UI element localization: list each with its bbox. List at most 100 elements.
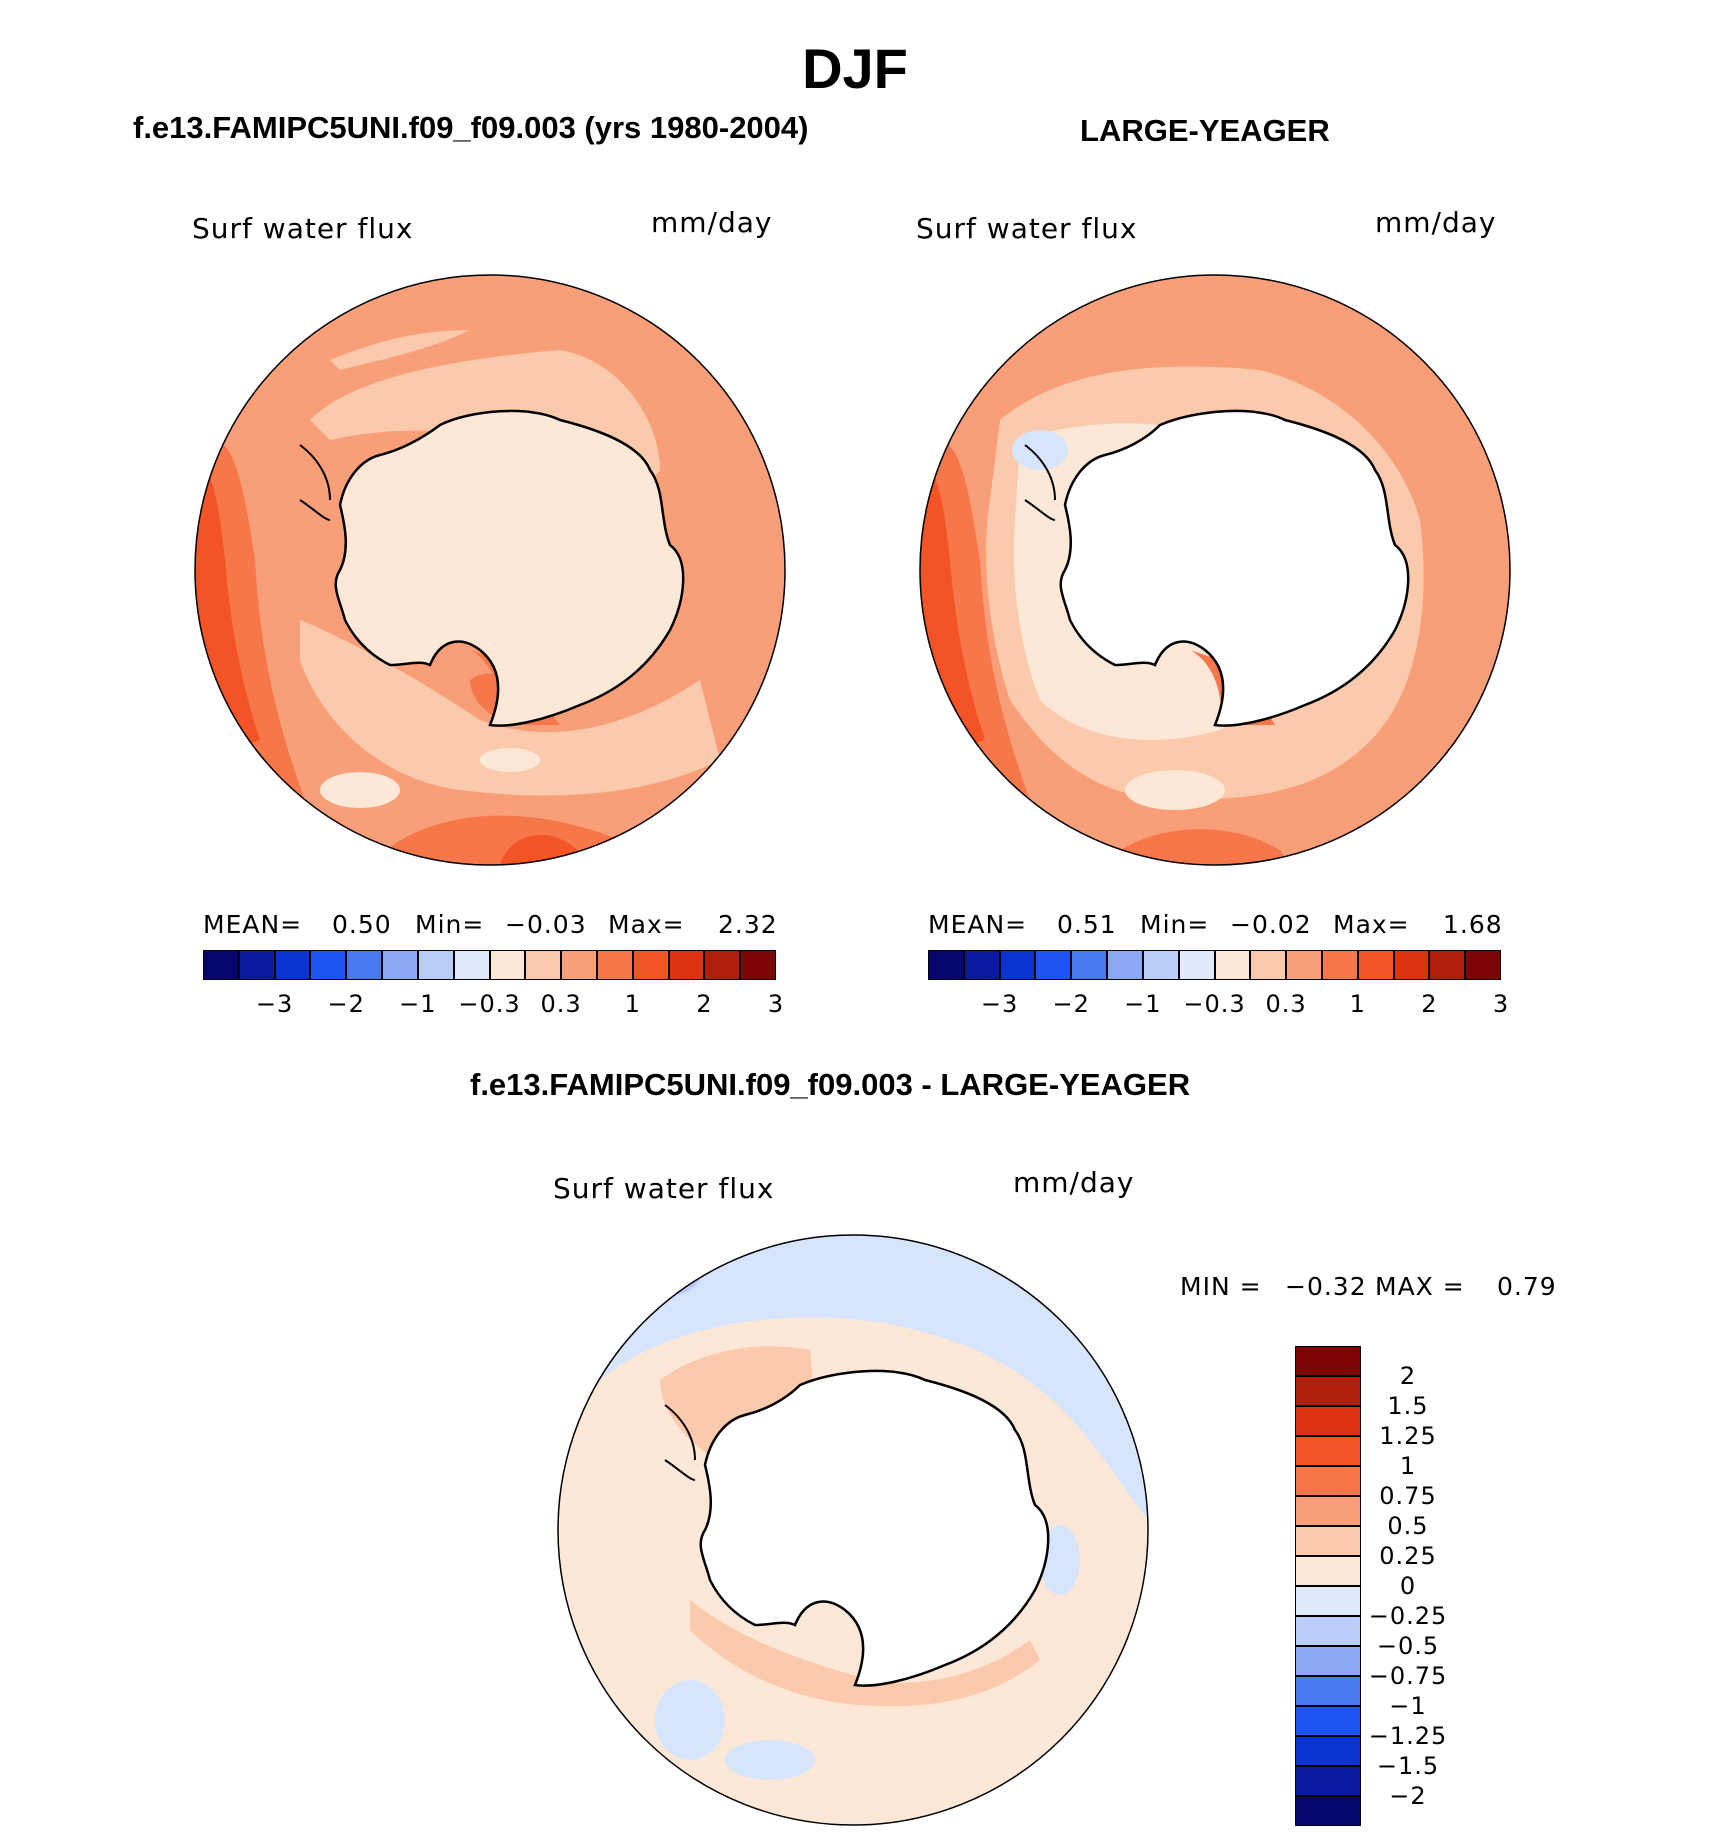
- colorbar-swatch: [1214, 950, 1251, 980]
- left-map: [195, 275, 785, 865]
- colorbar-swatch: [525, 950, 562, 980]
- colorbar-tick-label: −1: [399, 990, 437, 1018]
- right-units-label: mm/day: [1375, 206, 1497, 239]
- diff-panel-header: f.e13.FAMIPC5UNI.f09_f09.003 - LARGE-YEA…: [470, 1067, 1191, 1102]
- colorbar-swatch: [928, 950, 964, 980]
- colorbar-swatch: [453, 950, 490, 980]
- diff-max-label: MAX =: [1375, 1272, 1465, 1301]
- colorbar-tick-label: −0.5: [1376, 1632, 1440, 1660]
- colorbar-tick-label: 0.5: [1387, 1512, 1429, 1540]
- left-min-label: Min=: [415, 910, 485, 939]
- left-panel-header: f.e13.FAMIPC5UNI.f09_f09.003 (yrs 1980-2…: [133, 110, 809, 145]
- colorbar-swatch: [561, 950, 597, 980]
- left-max-value: 2.32: [718, 910, 778, 939]
- page-title: DJF: [802, 37, 908, 100]
- left-min-value: −0.03: [505, 910, 587, 939]
- colorbar-tick-label: 3: [767, 990, 785, 1018]
- colorbar-swatch: [1357, 950, 1394, 980]
- diff-min-label: MIN =: [1180, 1272, 1262, 1301]
- right-mean-value: 0.51: [1057, 910, 1117, 939]
- colorbar-swatch: [1035, 950, 1072, 980]
- colorbar-swatch: [1286, 950, 1322, 980]
- colorbar-swatch: [1295, 1676, 1361, 1706]
- right-max-label: Max=: [1333, 910, 1410, 939]
- colorbar-tick-label: 1.5: [1387, 1392, 1429, 1420]
- colorbar-tick-label: −1.25: [1368, 1722, 1448, 1750]
- colorbar-tick-label: −0.25: [1368, 1602, 1448, 1630]
- colorbar-swatch: [999, 950, 1036, 980]
- colorbar-tick-label: −2: [1389, 1782, 1427, 1810]
- colorbar-tick-label: −1.5: [1376, 1752, 1440, 1780]
- left-colorbar: −3 −2 −1 −0.3 0.3 1 2 3: [203, 950, 783, 1018]
- colorbar-tick-label: −1: [1389, 1692, 1427, 1720]
- colorbar-tick-label: −0.3: [458, 990, 521, 1018]
- diff-colorbar: 2 1.5 1.25 1 0.75 0.5 0.25 0 −0.25 −0.5 −0.75 −1 −1.…: [1295, 1346, 1446, 1826]
- colorbar-swatch: [1295, 1796, 1361, 1826]
- colorbar-swatch: [963, 950, 1000, 980]
- colorbar-tick-label: 1.25: [1379, 1422, 1437, 1450]
- diff-variable-label: Surf water flux: [553, 1172, 775, 1205]
- colorbar-swatch: [1295, 1436, 1361, 1466]
- colorbar-tick-label: 0.75: [1379, 1482, 1437, 1510]
- right-colorbar: −3 −2 −1 −0.3 0.3 1 2 3: [928, 950, 1508, 1018]
- colorbar-tick-label: −0.75: [1368, 1662, 1448, 1690]
- colorbar-tick-label: 2: [1399, 1362, 1417, 1390]
- colorbar-swatch: [1295, 1586, 1361, 1616]
- colorbar-tick-label: −1: [1124, 990, 1162, 1018]
- colorbar-swatch: [238, 950, 275, 980]
- colorbar-swatch: [1465, 950, 1501, 980]
- colorbar-swatch: [668, 950, 705, 980]
- colorbar-tick-label: −3: [255, 990, 294, 1018]
- right-max-value: 1.68: [1443, 910, 1503, 939]
- colorbar-swatch: [1295, 1406, 1361, 1436]
- colorbar-swatch: [1295, 1466, 1361, 1496]
- colorbar-tick-label: 0.3: [1265, 990, 1307, 1018]
- colorbar-swatch: [1295, 1706, 1361, 1736]
- colorbar-swatch: [1295, 1616, 1361, 1646]
- colorbar-swatch: [1295, 1496, 1361, 1526]
- right-map: [920, 275, 1510, 865]
- colorbar-swatch: [1295, 1766, 1361, 1796]
- colorbar-swatch: [417, 950, 454, 980]
- right-panel-header: LARGE-YEAGER: [1080, 113, 1330, 148]
- left-mean-label: MEAN=: [203, 910, 303, 939]
- colorbar-swatch: [1142, 950, 1179, 980]
- colorbar-swatch: [632, 950, 669, 980]
- colorbar-tick-label: −3: [980, 990, 1019, 1018]
- diff-max-value: 0.79: [1497, 1272, 1557, 1301]
- left-variable-label: Surf water flux: [192, 212, 414, 245]
- colorbar-tick-label: 0.25: [1379, 1542, 1437, 1570]
- left-max-label: Max=: [608, 910, 685, 939]
- colorbar-swatch: [596, 950, 633, 980]
- colorbar-swatch: [740, 950, 776, 980]
- colorbar-swatch: [1295, 1736, 1361, 1766]
- colorbar-swatch: [1071, 950, 1108, 980]
- colorbar-swatch: [382, 950, 418, 980]
- colorbar-swatch: [346, 950, 383, 980]
- right-min-label: Min=: [1140, 910, 1210, 939]
- colorbar-swatch: [1295, 1556, 1361, 1586]
- colorbar-swatch: [704, 950, 741, 980]
- colorbar-swatch: [489, 950, 526, 980]
- colorbar-tick-label: 3: [1492, 990, 1510, 1018]
- colorbar-swatch: [1393, 950, 1430, 980]
- colorbar-tick-label: 2: [1421, 990, 1438, 1018]
- diff-units-label: mm/day: [1013, 1166, 1135, 1199]
- colorbar-tick-label: −2: [327, 990, 365, 1018]
- right-min-value: −0.02: [1230, 910, 1312, 939]
- colorbar-swatch: [1429, 950, 1466, 980]
- colorbar-tick-label: 0.3: [540, 990, 582, 1018]
- colorbar-tick-label: 1: [1399, 1452, 1417, 1480]
- colorbar-swatch: [203, 950, 239, 980]
- colorbar-swatch: [1321, 950, 1358, 980]
- colorbar-tick-label: 0: [1399, 1572, 1417, 1600]
- colorbar-tick-label: 1: [624, 990, 641, 1018]
- left-mean-value: 0.50: [332, 910, 392, 939]
- colorbar-tick-label: −2: [1052, 990, 1090, 1018]
- colorbar-swatch: [1250, 950, 1287, 980]
- colorbar-swatch: [1107, 950, 1143, 980]
- colorbar-swatch: [1178, 950, 1215, 980]
- colorbar-tick-label: −0.3: [1183, 990, 1246, 1018]
- colorbar-swatch: [1295, 1646, 1361, 1676]
